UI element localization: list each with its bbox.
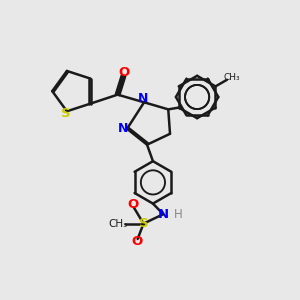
Text: N: N: [118, 122, 128, 135]
Text: O: O: [118, 66, 129, 79]
Text: O: O: [131, 236, 143, 248]
Text: CH₃: CH₃: [109, 219, 128, 229]
Text: H: H: [174, 208, 182, 221]
Text: N: N: [138, 92, 149, 105]
Text: O: O: [128, 198, 139, 211]
Text: S: S: [61, 107, 70, 120]
Text: N: N: [158, 208, 169, 221]
Text: CH₃: CH₃: [223, 73, 240, 82]
Text: S: S: [139, 217, 148, 230]
